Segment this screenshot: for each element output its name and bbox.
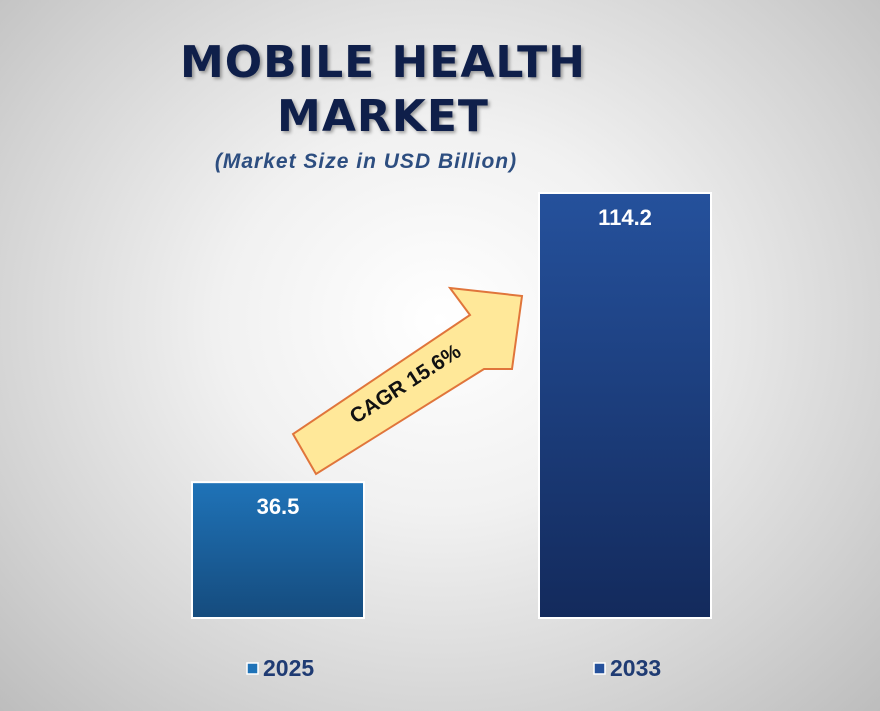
bars-group: 36.5 114.2 <box>191 192 712 620</box>
legend-label-2033: 2033 <box>610 655 661 681</box>
cagr-arrow-shape <box>291 286 524 476</box>
data-label-2025: 36.5 <box>257 494 300 519</box>
chart-title: MOBILE HEALTH MARKET <box>0 36 766 144</box>
legend-label-2025: 2025 <box>263 655 314 681</box>
chart-title-line1: MOBILE HEALTH <box>179 37 587 88</box>
bar-2025 <box>191 481 365 620</box>
chart-subtitle: (Market Size in USD Billion) <box>214 150 518 173</box>
data-label-2033: 114.2 <box>598 205 652 230</box>
cagr-arrow: CAGR 15.6% <box>291 286 524 476</box>
chart-title-line2: MARKET <box>277 91 489 142</box>
bar-2033 <box>538 192 712 619</box>
legend: 2025 2033 <box>246 655 661 681</box>
legend-swatch-2025 <box>246 662 259 675</box>
legend-swatch-2033 <box>593 662 606 675</box>
